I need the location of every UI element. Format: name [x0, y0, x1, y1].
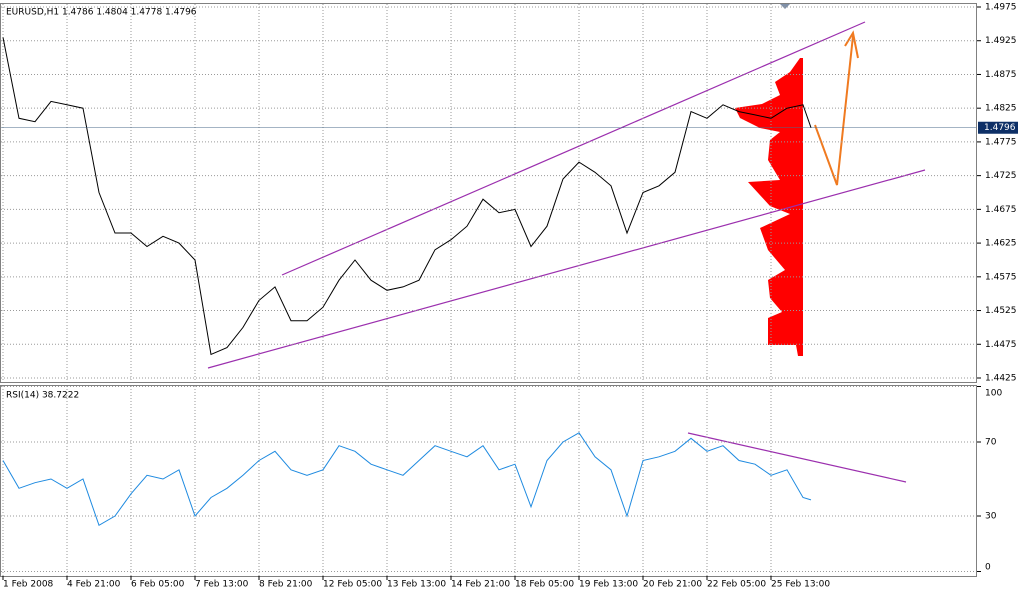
- x-tick-label: 14 Feb 21:00: [451, 580, 510, 590]
- last-price-box: [978, 121, 1018, 134]
- y-tick-label: 1.4725: [985, 171, 1017, 181]
- y-tick-label: 1.4625: [985, 239, 1017, 249]
- trend-line: [207, 169, 926, 369]
- y-tick-label: 1.4775: [985, 137, 1017, 147]
- x-tick-label: 20 Feb 21:00: [643, 580, 702, 590]
- y-tick-label: 70: [985, 438, 997, 448]
- x-tick-label: 19 Feb 13:00: [579, 580, 638, 590]
- forecast-arrow: [814, 35, 854, 186]
- rsi-panel: [0, 385, 977, 577]
- x-tick-label: 12 Feb 05:00: [323, 580, 382, 590]
- shift-marker: [780, 4, 790, 9]
- y-tick-label: 1.4525: [985, 306, 1017, 316]
- x-tick-label: 8 Feb 21:00: [259, 580, 313, 590]
- x-tick-label: 22 Feb 05:00: [707, 580, 766, 590]
- arrow-head: [844, 30, 859, 59]
- trend-line: [687, 432, 907, 483]
- y-tick-label: 1.4675: [985, 205, 1017, 215]
- x-tick-label: 4 Feb 21:00: [67, 580, 121, 590]
- last-price-label: 1.4796: [984, 123, 1016, 133]
- y-tick-label: 1.4575: [985, 272, 1017, 282]
- trend-line: [281, 21, 866, 276]
- price-title: EURUSD,H1 1.4786 1.4804 1.4778 1.4796: [6, 8, 197, 18]
- x-tick-label: 13 Feb 13:00: [387, 580, 446, 590]
- volume-profile: [735, 58, 803, 356]
- rsi-title: RSI(14) 38.7222: [6, 391, 79, 401]
- y-tick-label: 1.4925: [985, 36, 1017, 46]
- price-line: [2, 37, 812, 356]
- x-tick-label: 18 Feb 05:00: [515, 580, 574, 590]
- price-panel: [0, 3, 977, 383]
- x-tick-label: 25 Feb 13:00: [771, 580, 830, 590]
- y-tick-label: 30: [985, 512, 997, 522]
- x-tick-label: 1 Feb 2008: [3, 580, 54, 590]
- y-tick-label: 100: [985, 389, 1002, 399]
- y-tick-label: 1.4475: [985, 340, 1017, 350]
- x-tick-label: 6 Feb 05:00: [131, 580, 185, 590]
- rsi-line: [2, 432, 812, 527]
- y-tick-label: 1.4425: [985, 374, 1017, 384]
- x-tick-label: 7 Feb 13:00: [195, 580, 249, 590]
- y-tick-label: 1.4975: [985, 3, 1017, 13]
- y-tick-label: 1.4875: [985, 70, 1017, 80]
- y-tick-label: 0: [985, 563, 991, 573]
- y-tick-label: 1.4825: [985, 104, 1017, 114]
- annotations: [1, 4, 976, 576]
